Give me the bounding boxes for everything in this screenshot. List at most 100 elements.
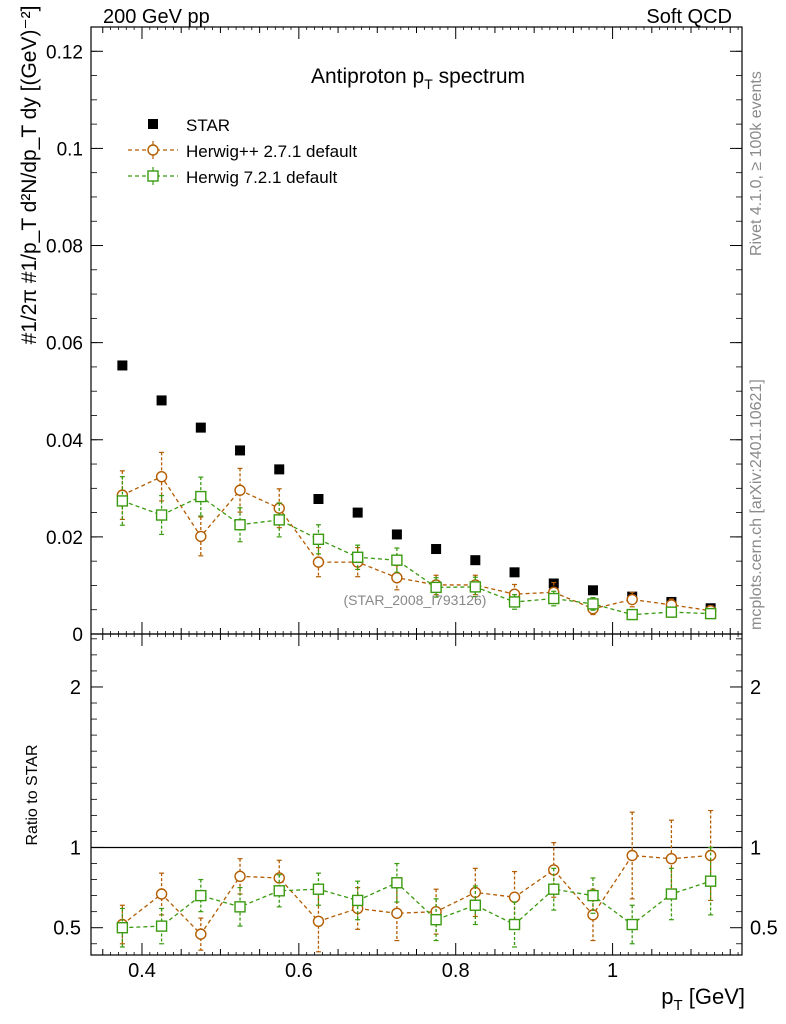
herwigpp-point	[665, 853, 678, 865]
herwig7-point	[312, 533, 325, 546]
star-point	[509, 567, 520, 578]
ratio-y-tick-label: 2	[70, 677, 81, 699]
herwig7-point	[626, 608, 638, 621]
star-point	[235, 445, 246, 456]
y-tick-label: 0.08	[46, 237, 83, 258]
y-tick-label: 0.06	[46, 334, 83, 355]
herwig7-point	[273, 514, 285, 526]
herwig7-point	[469, 581, 482, 593]
herwigpp-point	[508, 891, 521, 903]
star-point	[274, 464, 285, 475]
herwigpp-point	[391, 571, 403, 584]
reference-tag: (STAR_2008_I793126)	[344, 592, 487, 608]
herwigpp-point	[312, 556, 325, 568]
series-line	[122, 495, 711, 616]
y-tick-label: 0.12	[46, 42, 83, 63]
legend: STAR Herwig++ 2.7.1 default Herwig 7.2.1 d…	[128, 116, 357, 187]
herwigpp-point	[234, 870, 246, 883]
series-line	[122, 475, 711, 612]
herwig7-point	[626, 918, 638, 931]
herwig7-point	[508, 596, 521, 608]
y-tick-label: 0	[72, 625, 83, 646]
x-axis-label: pT [GeV]	[661, 984, 745, 1014]
herwig7-point	[312, 883, 325, 895]
legend-label: Herwig 7.2.1 default	[186, 168, 337, 187]
herwigpp-point	[155, 470, 168, 483]
legend-label: STAR	[186, 116, 230, 135]
header-right-label: Soft QCD	[646, 6, 732, 28]
ratio-y-tick-label-right: 2	[750, 677, 761, 699]
herwig7-point	[430, 913, 442, 926]
y-tick-label: 0.04	[46, 431, 83, 452]
star-point	[156, 395, 167, 406]
herwig7-point	[430, 581, 442, 594]
herwig7-point	[704, 875, 717, 887]
legend-label: Herwig++ 2.7.1 default	[186, 142, 357, 161]
star-point	[313, 494, 324, 505]
herwigpp-point	[704, 849, 717, 862]
herwigpp-point	[195, 530, 207, 543]
herwig7-point	[469, 899, 482, 911]
herwig7-point	[147, 170, 159, 182]
herwigpp-point	[155, 888, 168, 900]
herwig7-point	[391, 877, 403, 889]
x-tick-label: 0.6	[285, 960, 313, 982]
star-point	[117, 360, 128, 371]
x-tick-label: 0.4	[128, 960, 156, 982]
header-left-label: 200 GeV pp	[103, 6, 210, 28]
herwig7-point	[391, 554, 403, 566]
star-point	[431, 544, 442, 555]
x-tick-label: 1	[607, 960, 618, 982]
herwigpp-point	[147, 144, 159, 156]
y-tick-label: 0.1	[57, 139, 83, 160]
herwig7-point	[195, 889, 207, 902]
herwig7-point	[508, 918, 521, 931]
herwig7-point	[116, 922, 129, 934]
herwig7-point	[587, 889, 599, 902]
herwigpp-point	[195, 928, 207, 940]
herwig7-point	[273, 885, 285, 897]
star-point	[587, 585, 598, 596]
herwig7-point	[548, 883, 560, 895]
series-line	[122, 880, 711, 929]
herwig7-point	[116, 495, 129, 507]
herwig7-point	[195, 490, 207, 503]
ratio-y-tick-label: 1	[70, 837, 81, 859]
series-line	[121, 854, 711, 936]
herwig7-point	[234, 519, 246, 531]
herwig7-point	[665, 606, 678, 618]
chart-texts: 0.4 0.6 0.8 1 0 0.02 0.04 0.06 0.08 0.1 0.12 0.5 0.5…	[18, 6, 778, 1014]
herwig7-point	[548, 592, 560, 605]
herwigpp-point	[312, 915, 325, 927]
star-point	[195, 422, 206, 433]
star-point	[470, 555, 481, 566]
herwig7-point	[704, 607, 717, 620]
herwigpp-point	[626, 849, 638, 862]
herwigpp-point	[273, 872, 285, 884]
plot-title: Antiproton pT spectrum	[311, 65, 525, 92]
herwig7-point	[155, 920, 168, 932]
herwig7-point	[351, 551, 364, 563]
herwigpp-point	[626, 593, 638, 606]
herwig7-point	[351, 894, 364, 907]
ratio-y-tick-label-right: 1	[750, 837, 761, 859]
star-point	[148, 119, 158, 129]
herwig7-point	[665, 888, 678, 900]
herwig7-point	[155, 509, 168, 521]
star-point	[391, 529, 402, 540]
ratio-y-tick-label-right: 0.5	[750, 918, 778, 940]
ratio-panel	[90, 633, 743, 956]
herwig7-point	[587, 598, 599, 610]
ratio-y-tick-label: 0.5	[53, 918, 81, 940]
y-axis-label: #1/2π #1/p_T d²N/dp_T dy [(GeV)⁻²]	[18, 6, 41, 345]
x-tick-label: 0.8	[442, 960, 470, 982]
herwig7-point	[234, 901, 246, 913]
star-point	[352, 507, 363, 518]
ratio-frame	[90, 633, 743, 956]
y-tick-label: 0.02	[46, 528, 83, 549]
herwigpp-point	[234, 484, 246, 496]
chart-marks	[116, 360, 717, 953]
ratio-y-axis-label: Ratio to STAR	[24, 744, 41, 845]
herwigpp-point	[587, 909, 599, 921]
